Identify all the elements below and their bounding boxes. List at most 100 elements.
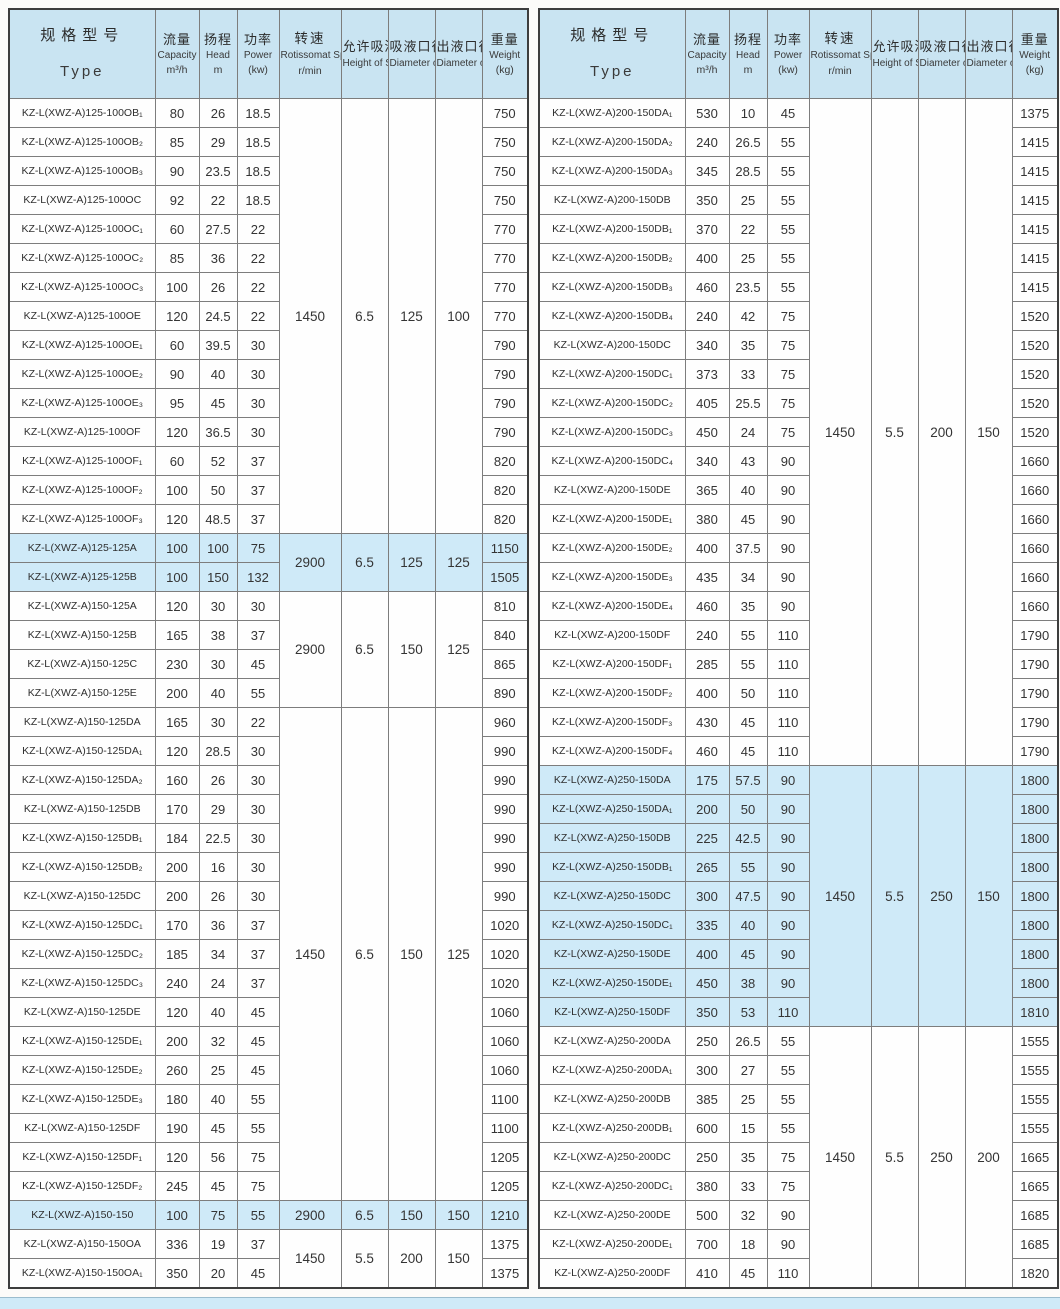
weight-cell: 1150 <box>481 533 529 563</box>
head-cell: 42 <box>728 301 768 331</box>
type-cell: KZ-L(XWZ-A)250-200DA₁ <box>538 1055 686 1085</box>
capacity-cell: 240 <box>684 301 730 331</box>
capacity-cell: 190 <box>154 1113 200 1143</box>
power-cell: 110 <box>766 707 810 737</box>
head-cell: 47.5 <box>728 881 768 911</box>
capacity-cell: 240 <box>684 620 730 650</box>
type-cell: KZ-L(XWZ-A)125-100OC <box>8 185 156 215</box>
head-cell: 50 <box>728 678 768 708</box>
head-cell: 48.5 <box>198 504 238 534</box>
column-header-zh: 吸液口径 <box>919 39 965 55</box>
weight-cell: 770 <box>481 214 529 244</box>
weight-cell: 1060 <box>481 1055 529 1085</box>
table-row: KZ-L(XWZ-A)200-150DB₁ 370 22 55 1415 <box>538 214 1059 244</box>
head-cell: 36.5 <box>198 417 238 447</box>
weight-cell: 1555 <box>1011 1055 1059 1085</box>
type-cell: KZ-L(XWZ-A)200-150DA₂ <box>538 127 686 157</box>
capacity-cell: 450 <box>684 417 730 447</box>
head-cell: 56 <box>198 1142 238 1172</box>
power-cell: 110 <box>766 1258 810 1289</box>
column-header-zh: 规格型号 <box>570 27 655 45</box>
weight-cell: 990 <box>481 794 529 824</box>
type-cell: KZ-L(XWZ-A)150-150OA <box>8 1229 156 1259</box>
column-header-en: Capacity <box>687 50 727 62</box>
capacity-cell: 60 <box>154 214 200 244</box>
power-cell: 90 <box>766 765 810 795</box>
power-cell: 90 <box>766 823 810 853</box>
power-cell: 18.5 <box>236 185 280 215</box>
weight-cell: 1685 <box>1011 1200 1059 1230</box>
table-row: KZ-L(XWZ-A)150-125DE 120 40 45 1060 <box>8 997 529 1027</box>
header-row: 规格型号 Type 流量 Capacity m³/h 扬程 Head m 功率 Power (kw)… <box>8 8 529 99</box>
capacity-cell: 100 <box>154 1200 200 1230</box>
type-cell: KZ-L(XWZ-A)150-125DC <box>8 881 156 911</box>
type-cell: KZ-L(XWZ-A)200-150DF₁ <box>538 649 686 679</box>
capacity-cell: 240 <box>154 968 200 998</box>
column-header-en: Head <box>736 50 760 62</box>
table-header: 规格型号 Type 流量 Capacity m³/h 扬程 Head m 功率 Power (kw)… <box>8 8 529 99</box>
capacity-cell: 200 <box>154 1026 200 1056</box>
capacity-cell: 60 <box>154 446 200 476</box>
capacity-cell: 100 <box>154 475 200 505</box>
weight-cell: 1415 <box>1011 185 1059 215</box>
capacity-cell: 265 <box>684 852 730 882</box>
column-header-unit: m³/h <box>696 64 718 77</box>
head-cell: 22.5 <box>198 823 238 853</box>
table-row: KZ-L(XWZ-A)150-125DF₂ 245 45 75 1205 <box>8 1171 529 1201</box>
power-cell: 37 <box>236 968 280 998</box>
type-cell: KZ-L(XWZ-A)250-150DF <box>538 997 686 1027</box>
type-cell: KZ-L(XWZ-A)200-150DF₃ <box>538 707 686 737</box>
head-cell: 26 <box>198 272 238 302</box>
head-cell: 27 <box>728 1055 768 1085</box>
table-row: KZ-L(XWZ-A)150-125DC₃ 240 24 37 1020 <box>8 968 529 998</box>
weight-cell: 1520 <box>1011 417 1059 447</box>
table-row: KZ-L(XWZ-A)150-125DE₃ 180 40 55 1100 <box>8 1084 529 1114</box>
weight-cell: 790 <box>481 330 529 360</box>
inlet-cell: 125 <box>387 533 436 592</box>
type-cell: KZ-L(XWZ-A)250-150DB₁ <box>538 852 686 882</box>
table-row: KZ-L(XWZ-A)200-150DE₄ 460 35 90 1660 <box>538 591 1059 621</box>
weight-cell: 1800 <box>1011 968 1059 998</box>
suction-cell: 6.5 <box>340 98 389 534</box>
head-cell: 15 <box>728 1113 768 1143</box>
power-cell: 22 <box>236 214 280 244</box>
weight-cell: 1660 <box>1011 533 1059 563</box>
type-cell: KZ-L(XWZ-A)125-100OE₁ <box>8 330 156 360</box>
weight-cell: 1505 <box>481 562 529 592</box>
column-header-weight: 重量 Weight (kg) <box>1011 8 1059 99</box>
head-cell: 25 <box>728 243 768 273</box>
table-row: KZ-L(XWZ-A)250-200DB₁ 600 15 55 1555 <box>538 1113 1059 1143</box>
column-header-zh: 转速 <box>294 31 326 47</box>
head-cell: 23.5 <box>728 272 768 302</box>
type-cell: KZ-L(XWZ-A)200-150DA₁ <box>538 98 686 128</box>
capacity-cell: 100 <box>154 533 200 563</box>
head-cell: 57.5 <box>728 765 768 795</box>
column-header-zh: 允许吸深 <box>342 39 388 55</box>
capacity-cell: 385 <box>684 1084 730 1114</box>
table-row: KZ-L(XWZ-A)150-125DA 165 30 22 1450 6.5 150 125… <box>8 707 529 1201</box>
type-cell: KZ-L(XWZ-A)250-150DC₁ <box>538 910 686 940</box>
head-cell: 36 <box>198 243 238 273</box>
table-row: KZ-L(XWZ-A)200-150DC₃ 450 24 75 1520 <box>538 417 1059 447</box>
capacity-cell: 200 <box>154 852 200 882</box>
head-cell: 35 <box>728 330 768 360</box>
column-header-zh: 功率 <box>243 31 272 47</box>
capacity-cell: 95 <box>154 388 200 418</box>
column-header-en: Rotissomat Speed <box>280 50 341 62</box>
power-cell: 30 <box>236 881 280 911</box>
type-cell: KZ-L(XWZ-A)200-150DB₃ <box>538 272 686 302</box>
head-cell: 55 <box>728 852 768 882</box>
speed-cell: 1450 <box>278 98 342 534</box>
type-cell: KZ-L(XWZ-A)250-200DE <box>538 1200 686 1230</box>
head-cell: 20 <box>198 1258 238 1289</box>
outlet-cell: 125 <box>434 591 483 708</box>
suction-cell: 5.5 <box>340 1229 389 1289</box>
speed-cell: 2900 <box>278 1200 342 1230</box>
column-header-unit: m <box>213 64 223 77</box>
capacity-cell: 120 <box>154 997 200 1027</box>
table-row: KZ-L(XWZ-A)200-150DF₃ 430 45 110 1790 <box>538 707 1059 737</box>
power-cell: 90 <box>766 446 810 476</box>
head-cell: 35 <box>728 1142 768 1172</box>
weight-cell: 820 <box>481 446 529 476</box>
head-cell: 29 <box>198 127 238 157</box>
